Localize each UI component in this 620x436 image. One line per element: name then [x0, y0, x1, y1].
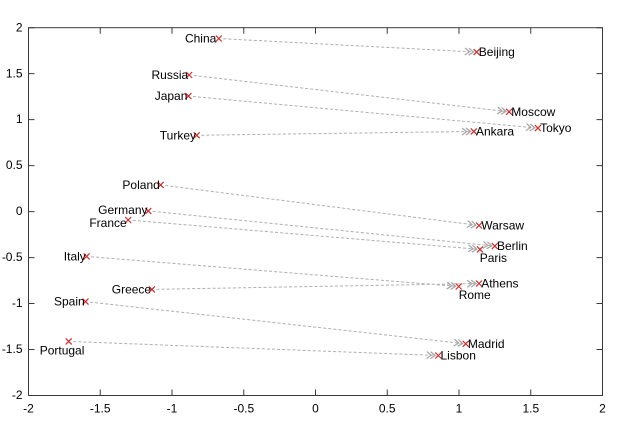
- svg-text:2: 2: [16, 20, 23, 34]
- svg-text:Spain: Spain: [54, 295, 85, 309]
- svg-text:Madrid: Madrid: [468, 337, 505, 351]
- svg-text:1: 1: [16, 112, 23, 126]
- svg-text:Lisbon: Lisbon: [441, 349, 476, 363]
- svg-text:Greece: Greece: [112, 283, 152, 297]
- svg-text:0.5: 0.5: [6, 158, 23, 172]
- svg-text:Ankara: Ankara: [476, 125, 514, 139]
- svg-text:Athens: Athens: [481, 277, 518, 291]
- svg-text:-0.5: -0.5: [2, 250, 23, 264]
- svg-text:Rome: Rome: [459, 288, 491, 302]
- svg-text:Beijing: Beijing: [479, 45, 515, 59]
- svg-text:-2: -2: [23, 402, 34, 416]
- svg-text:Japan: Japan: [155, 89, 188, 103]
- svg-text:-1: -1: [12, 296, 23, 310]
- svg-text:-1.5: -1.5: [2, 342, 23, 356]
- svg-text:0: 0: [312, 402, 319, 416]
- svg-text:Paris: Paris: [480, 251, 507, 265]
- svg-text:2: 2: [599, 402, 606, 416]
- svg-text:0: 0: [16, 204, 23, 218]
- svg-text:Poland: Poland: [122, 178, 159, 192]
- svg-text:-0.5: -0.5: [233, 402, 254, 416]
- svg-text:Moscow: Moscow: [511, 105, 555, 119]
- svg-text:Turkey: Turkey: [160, 128, 196, 142]
- svg-text:France: France: [89, 216, 127, 230]
- svg-text:Warsaw: Warsaw: [481, 219, 524, 233]
- svg-text:-1: -1: [167, 402, 178, 416]
- svg-text:Tokyo: Tokyo: [540, 121, 572, 135]
- svg-text:Berlin: Berlin: [497, 239, 528, 253]
- svg-text:Germany: Germany: [98, 203, 147, 217]
- svg-text:Italy: Italy: [64, 250, 86, 264]
- svg-text:-1.5: -1.5: [90, 402, 111, 416]
- svg-text:1: 1: [456, 402, 463, 416]
- svg-text:Russia: Russia: [152, 68, 189, 82]
- svg-text:-2: -2: [12, 388, 23, 402]
- svg-text:China: China: [185, 32, 217, 46]
- svg-text:Portugal: Portugal: [40, 343, 85, 357]
- svg-text:0.5: 0.5: [379, 402, 396, 416]
- svg-text:1.5: 1.5: [6, 66, 23, 80]
- svg-text:1.5: 1.5: [522, 402, 539, 416]
